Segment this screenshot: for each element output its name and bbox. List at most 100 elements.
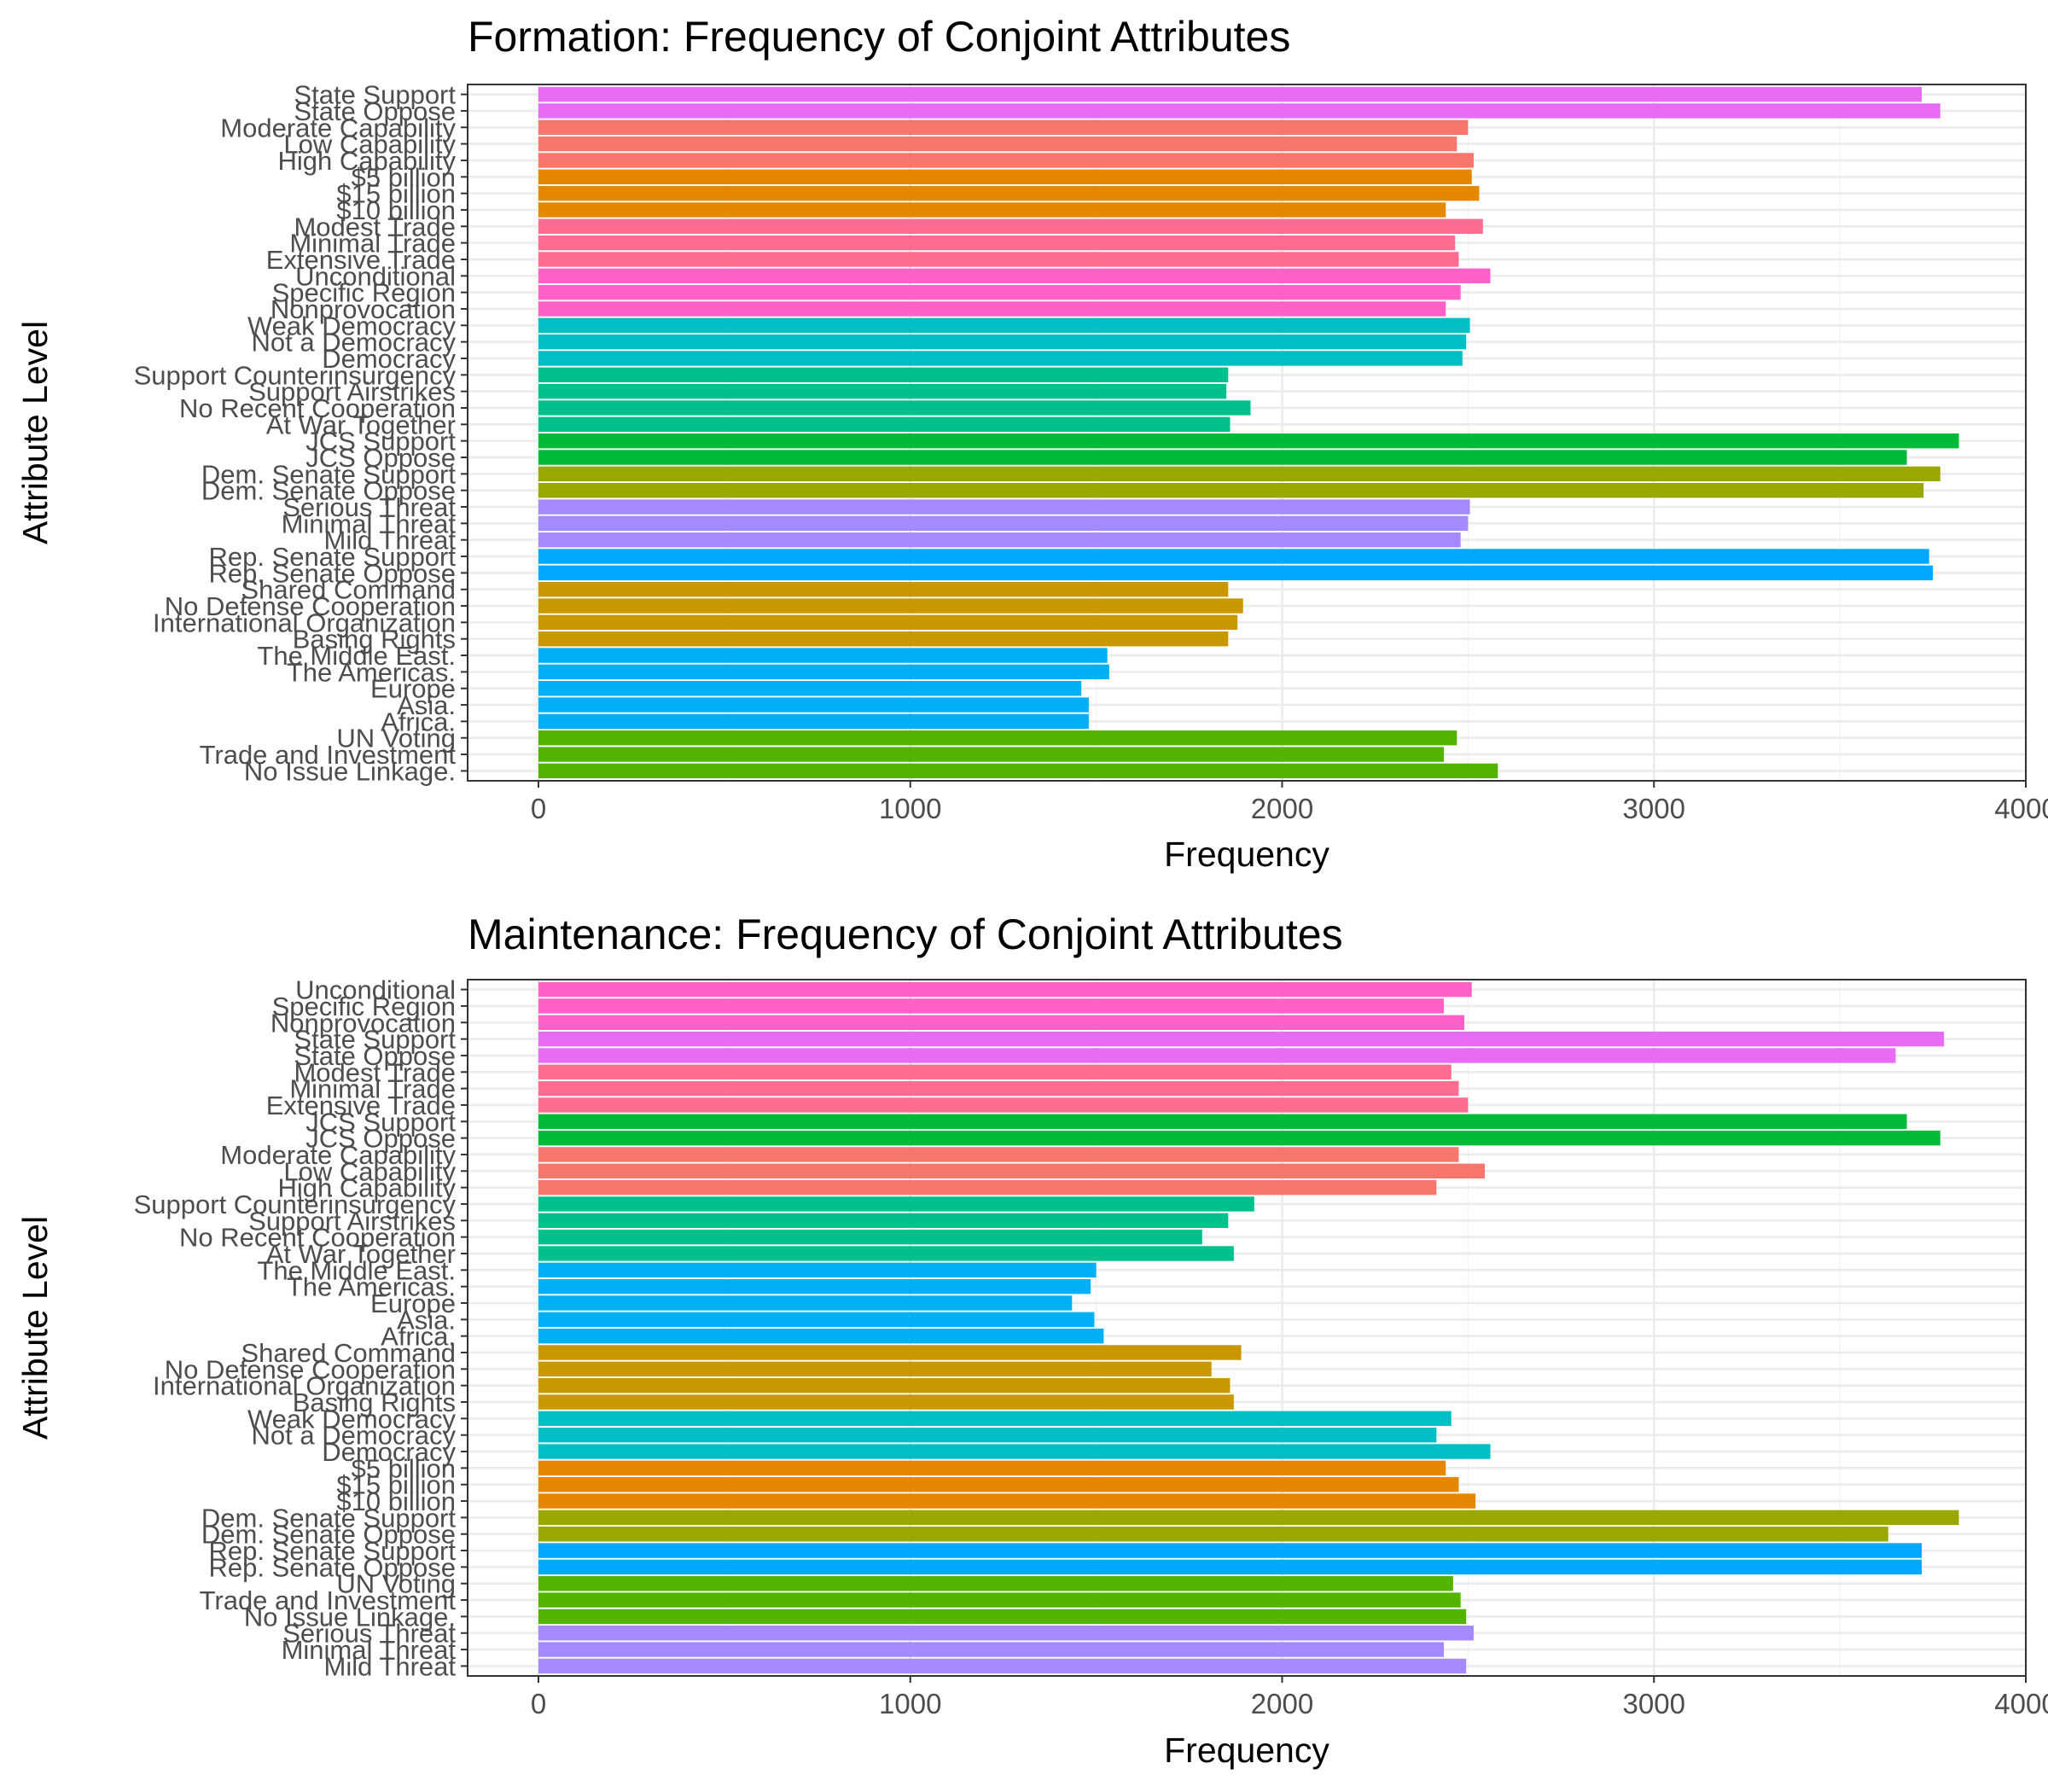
y-tick-label: High Capability: [278, 146, 457, 176]
y-axis-title: Attribute Level: [15, 1216, 55, 1440]
x-tick-labels: 0 1000 2000 3000 4000: [531, 1676, 2048, 1719]
bar: [538, 416, 1231, 433]
bar: [538, 1476, 1459, 1492]
x-tick-label: 1000: [879, 793, 941, 824]
bar: [538, 218, 1483, 234]
bar: [538, 1080, 1459, 1097]
bar: [538, 1493, 1476, 1509]
bar: [538, 1328, 1104, 1344]
bar: [538, 581, 1229, 597]
y-tick-label: Moderate Capability: [220, 113, 456, 143]
bar: [538, 1015, 1465, 1030]
y-tick-label: Low Capability: [283, 130, 456, 160]
bar: [538, 631, 1229, 647]
bar: [538, 1444, 1491, 1459]
bar: [538, 301, 1446, 317]
y-tick-label: Extensive Trade: [266, 1091, 456, 1120]
bars: [538, 86, 1959, 779]
bar: [538, 284, 1461, 300]
formation-chart: Formation: Frequency of Conjoint Attribu…: [15, 13, 2048, 874]
bar: [538, 730, 1457, 746]
y-tick-label: Support Counterinsurgency: [134, 1190, 457, 1219]
bar: [538, 1048, 1896, 1063]
y-tick-label: $15 billion: [336, 179, 456, 209]
y-tick-label: Mild Threat: [324, 526, 457, 556]
bar: [538, 499, 1470, 515]
bar: [538, 1064, 1452, 1079]
x-tick-label: 0: [531, 793, 546, 824]
bar: [538, 549, 1929, 564]
x-tick-labels: 0 1000 2000 3000 4000: [531, 781, 2048, 824]
x-tick-label: 0: [531, 1688, 546, 1719]
bar: [538, 1559, 1922, 1575]
bar: [538, 153, 1474, 168]
bar: [538, 367, 1229, 383]
bar: [538, 252, 1459, 267]
y-tick-label: No Issue Linkage.: [244, 756, 456, 786]
bar: [538, 1592, 1461, 1608]
bar: [538, 400, 1251, 416]
bar: [538, 1543, 1922, 1558]
bar: [538, 1031, 1945, 1047]
bar: [538, 1229, 1202, 1245]
y-tick-label: Support Airstrikes: [248, 1206, 456, 1236]
bar: [538, 1510, 1959, 1526]
bar: [538, 998, 1445, 1014]
y-tick-label: Asia.: [397, 1305, 456, 1335]
y-tick-label: $5 billion: [352, 162, 456, 192]
y-axis-title: Attribute Level: [15, 321, 55, 544]
y-tick-label: Dem. Senate Support: [201, 1503, 457, 1533]
y-tick-label: Moderate Capability: [220, 1140, 456, 1170]
x-tick-label: 2000: [1251, 1688, 1313, 1719]
bar: [538, 1394, 1234, 1410]
y-tick-label: Not a Democracy: [252, 1421, 457, 1451]
bar: [538, 317, 1470, 334]
bar: [538, 383, 1227, 399]
y-tick-label: At War Together: [266, 1239, 456, 1269]
y-tick-label: Basing Rights: [293, 1388, 456, 1417]
bar: [538, 515, 1469, 532]
bar: [538, 1246, 1234, 1261]
bar: [538, 648, 1108, 663]
x-axis-title: Frequency: [1164, 1731, 1329, 1770]
y-tick-label: International Organization: [153, 608, 456, 637]
y-tick-label: Nonprovocation: [271, 1008, 456, 1038]
y-tick-label: Low Capability: [283, 1156, 456, 1186]
y-tick-label: Africa.: [381, 707, 456, 736]
bar: [538, 763, 1498, 779]
y-tick-label: Shared Command: [241, 1338, 456, 1368]
y-tick-label: Europe: [370, 674, 456, 704]
bar: [538, 235, 1456, 251]
y-tick-label: UN Voting: [336, 1569, 456, 1599]
bar: [538, 351, 1463, 366]
bar: [538, 466, 1940, 482]
y-tick-label: JCS Support: [305, 1107, 456, 1137]
bar: [538, 1411, 1452, 1427]
bar: [538, 433, 1959, 449]
x-tick-label: 4000: [1994, 1688, 2048, 1719]
y-tick-label: JCS Oppose: [305, 443, 456, 473]
y-tick-label: No Recent Cooperation: [179, 1223, 456, 1253]
bar: [538, 532, 1461, 548]
bar: [538, 1278, 1091, 1295]
bar: [538, 1361, 1212, 1377]
y-tick-label: Unconditional: [295, 261, 456, 291]
bar: [538, 185, 1480, 201]
x-axis-title: Frequency: [1164, 835, 1329, 874]
y-tick-label: Dem. Senate Support: [201, 459, 457, 489]
y-tick-label: Extensive Trade: [266, 245, 456, 275]
x-tick-label: 2000: [1251, 793, 1313, 824]
bar: [538, 268, 1491, 284]
panel-border: [467, 84, 2027, 782]
y-tick-label: Minimal Threat: [282, 1635, 457, 1665]
y-tick-label: Modest Trade: [294, 1057, 456, 1087]
y-tick-label: Not a Democracy: [252, 328, 457, 358]
bar: [538, 1114, 1907, 1129]
y-tick-label: Democracy: [322, 344, 456, 374]
y-tick-label: High Capability: [278, 1173, 457, 1203]
y-tick-label: No Defense Cooperation: [165, 1354, 456, 1384]
bar: [538, 334, 1467, 350]
bar: [538, 86, 1922, 102]
